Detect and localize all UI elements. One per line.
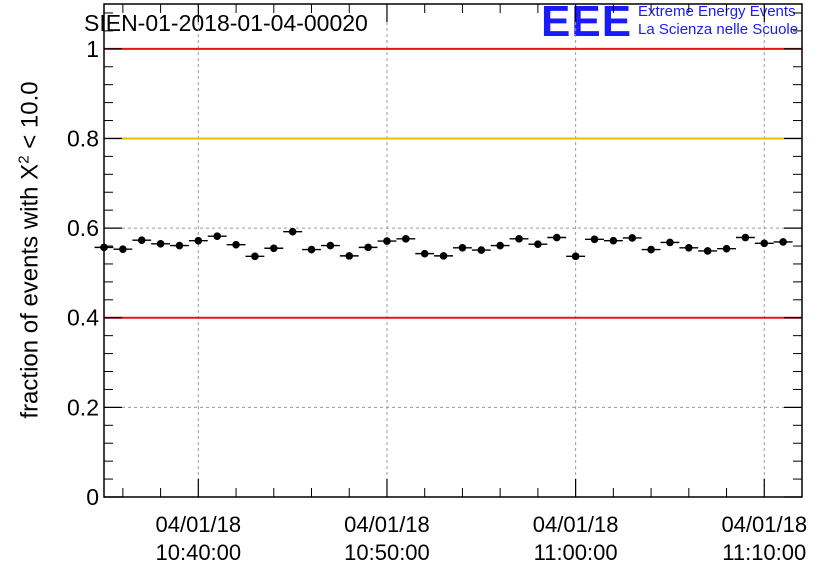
x-tick-date-label: 04/01/18 xyxy=(721,512,807,537)
data-point xyxy=(552,233,561,242)
y-tick-label: 0 xyxy=(86,484,99,510)
data-point xyxy=(137,236,146,244)
x-tick-date-label: 04/01/18 xyxy=(533,512,619,537)
y-tick-label: 0.8 xyxy=(67,125,99,151)
data-point xyxy=(100,243,108,252)
data-point xyxy=(458,244,467,252)
data-point xyxy=(571,252,580,261)
data-point xyxy=(515,235,523,243)
y-tick-label: 0.4 xyxy=(67,305,99,331)
data-point xyxy=(402,235,410,243)
data-point xyxy=(251,252,259,261)
data-point xyxy=(590,235,599,244)
data-point xyxy=(383,237,391,245)
data-point xyxy=(666,238,674,247)
data-point xyxy=(364,243,372,252)
data-point xyxy=(194,236,203,245)
chart-title: SIEN-01-2018-01-04-00020 xyxy=(84,10,368,36)
logo-caption: Extreme Energy Events La Scienza nelle S… xyxy=(638,3,798,39)
y-tick-label: 0.6 xyxy=(67,215,99,241)
data-point xyxy=(232,240,240,249)
x-tick-time-label: 10:40:00 xyxy=(156,540,242,565)
x-tick-date-label: 04/01/18 xyxy=(344,512,430,537)
x-tick-time-label: 11:10:00 xyxy=(722,540,806,565)
eee-logo: EEE xyxy=(541,0,633,46)
x-tick-time-label: 11:00:00 xyxy=(534,540,618,565)
data-point xyxy=(477,246,486,254)
plot-frame xyxy=(103,3,803,498)
data-point xyxy=(779,238,787,246)
x-tick-date-label: 04/01/18 xyxy=(156,512,242,537)
x-tick-time-label: 10:50:00 xyxy=(344,540,430,565)
data-point xyxy=(722,244,731,253)
logo-line-2: La Scienza nelle Scuole xyxy=(638,21,799,38)
data-point xyxy=(326,241,335,250)
data-point xyxy=(760,239,769,248)
data-point xyxy=(439,252,448,260)
data-point xyxy=(288,227,297,236)
data-point xyxy=(685,244,693,252)
data-point xyxy=(175,241,184,250)
data-point xyxy=(647,245,655,254)
data-point xyxy=(269,244,278,253)
y-tick-label: 1 xyxy=(86,36,99,62)
data-point xyxy=(703,247,712,255)
data-point xyxy=(307,245,316,254)
data-point xyxy=(534,240,542,249)
data-point xyxy=(609,236,618,245)
y-tick-label: 0.2 xyxy=(67,394,99,420)
data-point xyxy=(420,249,429,258)
data-point xyxy=(213,232,221,240)
logo-line-1: Extreme Energy Events xyxy=(638,3,796,20)
data-point xyxy=(628,234,637,242)
data-point xyxy=(345,252,354,260)
data-point xyxy=(741,233,750,242)
data-point xyxy=(119,245,127,253)
data-point xyxy=(496,241,504,250)
data-point xyxy=(156,239,165,248)
